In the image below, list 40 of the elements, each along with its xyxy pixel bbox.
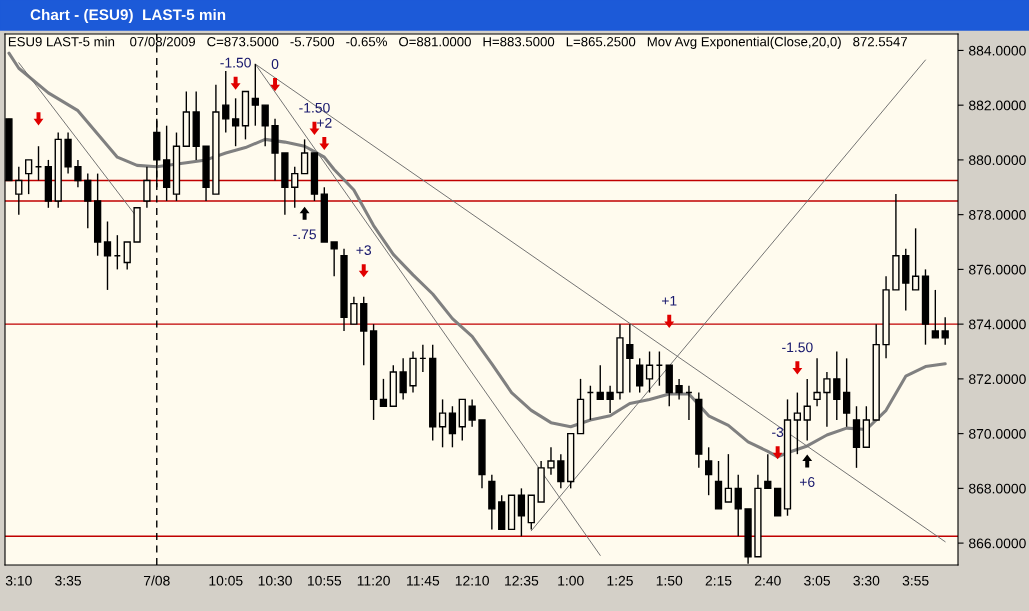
y-tick-label: 882.0000 <box>969 100 1026 111</box>
annotation: +6 <box>799 477 815 487</box>
y-tick-label: 868.0000 <box>969 483 1026 494</box>
x-tick-label: 3:05 <box>804 575 831 586</box>
y-tick-label: 884.0000 <box>969 45 1026 56</box>
y-tick-label: 874.0000 <box>969 319 1026 330</box>
x-tick-label: 10:30 <box>258 575 292 586</box>
annotation: 0 <box>271 59 279 69</box>
chart-title: Chart - (ESU9) LAST-5 min <box>30 8 226 24</box>
x-tick-label: 7/08 <box>143 575 170 586</box>
x-tick-label: 3:10 <box>5 575 32 586</box>
annotation: +2 <box>317 117 332 128</box>
annotation: -1.50 <box>782 342 813 353</box>
y-tick-label: 880.0000 <box>969 155 1026 166</box>
x-tick-label: 1:25 <box>607 575 633 586</box>
x-tick-label: 3:30 <box>853 575 880 586</box>
x-tick-label: 3:35 <box>55 575 82 586</box>
y-tick-label: 870.0000 <box>969 428 1026 439</box>
y-tick-label: 878.0000 <box>969 209 1026 220</box>
x-tick-label: 12:10 <box>455 575 489 586</box>
x-tick-label: 12:35 <box>505 575 539 586</box>
x-tick-label: 1:50 <box>656 575 683 586</box>
annotation: -.75 <box>293 229 316 240</box>
x-tick-label: 11:45 <box>407 575 440 586</box>
y-tick-label: 866.0000 <box>969 538 1026 549</box>
annotation: +3 <box>356 245 372 256</box>
x-tick-label: 2:40 <box>754 575 781 586</box>
x-tick-label: 2:15 <box>705 575 732 586</box>
y-tick-label: 876.0000 <box>969 264 1026 275</box>
x-tick-label: 10:55 <box>307 575 342 586</box>
chart-subtitle: ESU9 LAST-5 min 07/08/2009 C=873.5000 -5.7500 -0.65% O=881.0000 H=883.5000 L=865.2500 Mov Avg Exponential(Close,20,0) 872.5547 <box>8 36 907 49</box>
x-tick-label: 10:05 <box>209 575 243 586</box>
x-tick-label: 11:20 <box>357 575 390 586</box>
annotation: -3 <box>772 427 784 438</box>
x-tick-label: 3:55 <box>902 575 929 586</box>
annotation: -1.50 <box>220 57 251 68</box>
y-tick-label: 872.0000 <box>969 374 1026 385</box>
x-tick-label: 1:00 <box>558 575 584 586</box>
annotation: -1.50 <box>299 102 330 113</box>
annotation: +1 <box>662 295 677 306</box>
